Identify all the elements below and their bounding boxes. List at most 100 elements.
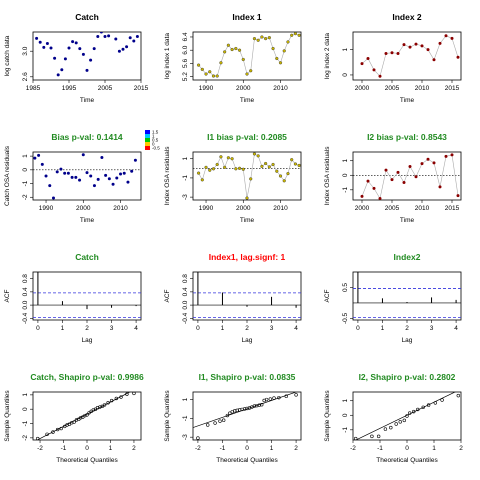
data-point <box>89 174 93 178</box>
y-axis-label: Catch OSA residuals <box>4 145 11 206</box>
plot-frame <box>192 31 302 81</box>
data-point <box>278 61 283 65</box>
panel-4: Bias p-val: 0.1414 Time Catch OSA residual… <box>4 130 160 225</box>
data-point <box>225 413 230 418</box>
data-point <box>223 50 227 54</box>
plot-frame <box>352 31 462 81</box>
y-tick-label: 0 <box>342 413 349 417</box>
y-axis-label: Index OSA residuals <box>324 146 331 206</box>
data-point <box>383 427 388 431</box>
y-axis-label: ACF <box>4 289 11 302</box>
data-point <box>219 61 223 65</box>
data-point <box>241 167 245 171</box>
data-point <box>196 63 201 67</box>
data-point <box>92 184 96 188</box>
x-tick-label: 2010 <box>273 85 288 92</box>
qq-reference-line <box>355 392 456 440</box>
data-point <box>426 48 430 52</box>
data-point <box>282 179 286 183</box>
y-tick-label: 1 <box>182 397 189 401</box>
data-point <box>81 52 85 56</box>
data-point <box>241 57 245 62</box>
data-point <box>103 34 107 38</box>
data-point <box>204 72 208 76</box>
data-point <box>122 171 126 175</box>
data-point <box>372 68 376 72</box>
x-tick-label: 4 <box>134 325 138 332</box>
x-tick-label: 1 <box>109 445 113 452</box>
panel-title: I1, Shapiro p-val: 0.0835 <box>199 372 296 382</box>
panel-title: I1 bias p-val: 0.2085 <box>207 132 287 142</box>
y-axis-label: log index 2 data <box>324 33 331 79</box>
data-point <box>267 165 271 169</box>
plot-area <box>35 32 139 77</box>
x-tick-label: 3 <box>110 325 114 332</box>
data-point <box>260 35 264 39</box>
panel-title: Index 2 <box>392 12 422 22</box>
data-point <box>91 408 96 412</box>
data-point <box>426 403 431 407</box>
x-tick-label: 0 <box>405 445 409 452</box>
plot-area <box>193 392 298 440</box>
data-point <box>55 427 60 432</box>
x-tick-label: 2000 <box>236 205 251 212</box>
data-point <box>366 179 370 183</box>
x-tick-label: 3 <box>270 325 274 332</box>
data-point <box>111 182 115 186</box>
data-point <box>275 169 279 173</box>
y-tick-label: 2.6 <box>22 72 29 81</box>
data-point <box>297 33 301 37</box>
data-point <box>412 409 416 414</box>
data-point <box>92 47 96 51</box>
data-point <box>56 73 60 77</box>
plot-area <box>193 152 301 200</box>
data-point <box>297 163 301 168</box>
y-tick-label: 1 <box>342 47 349 51</box>
y-tick-label: 5.2 <box>182 72 189 81</box>
y-tick-label: -0.5 <box>342 312 349 324</box>
x-tick-label: 2010 <box>113 205 128 212</box>
data-point <box>63 171 67 175</box>
data-point <box>133 158 137 162</box>
x-tick-label: 2 <box>245 325 249 332</box>
plot-area <box>353 272 461 318</box>
x-tick-label: 2 <box>132 445 136 452</box>
x-tick-label: 1990 <box>199 205 214 212</box>
data-point <box>85 68 89 72</box>
data-point <box>432 58 436 62</box>
y-tick-label: -0.4 <box>182 312 189 324</box>
data-point <box>66 171 70 175</box>
data-point <box>121 47 125 51</box>
data-point <box>286 40 290 44</box>
data-point <box>128 36 132 40</box>
data-point <box>96 34 100 38</box>
legend-label: -0.5 <box>152 146 160 151</box>
data-point <box>104 173 108 177</box>
data-point <box>275 56 279 61</box>
x-axis-label: Lag <box>82 337 93 344</box>
x-tick-label: 2010 <box>273 205 288 212</box>
plot-frame <box>352 391 462 441</box>
x-tick-label: 2 <box>85 325 89 332</box>
data-point <box>59 167 63 171</box>
data-point <box>444 34 448 38</box>
data-point <box>100 155 104 159</box>
data-point <box>237 48 242 52</box>
y-tick-label: 0.8 <box>22 274 29 283</box>
data-point <box>107 34 111 38</box>
series-line <box>198 153 300 199</box>
x-axis-label: Time <box>80 217 95 224</box>
data-point <box>402 418 406 423</box>
x-tick-label: -1 <box>377 445 383 452</box>
data-point <box>48 184 52 188</box>
y-tick-label: 0.0 <box>22 300 29 309</box>
panel-1: Catch Time log catch data 1985 1995 2005 2015 2… <box>4 12 149 104</box>
data-point <box>278 174 283 178</box>
panel-8: Index1, lag.signf: 1 Lag ACF 0 1 2 3 4 -0.4 0.0 0.… <box>164 252 302 344</box>
x-axis-label: Time <box>400 97 415 104</box>
x-tick-label: 2015 <box>445 205 460 212</box>
panel-title: I2 bias p-val: 0.8543 <box>367 132 447 142</box>
data-point <box>42 45 46 49</box>
plot-area <box>360 34 460 78</box>
x-tick-label: -2 <box>37 445 43 452</box>
